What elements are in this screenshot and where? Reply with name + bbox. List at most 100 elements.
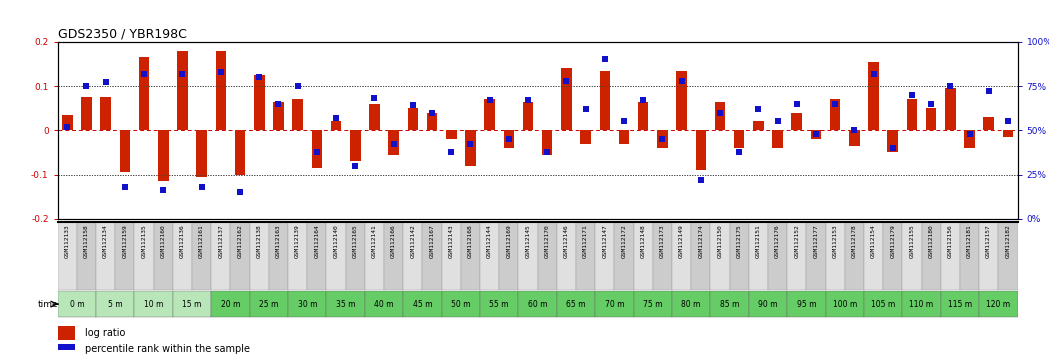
Bar [557,222,576,290]
Point [635,97,651,103]
Bar [465,130,475,166]
Text: GSM112166: GSM112166 [391,224,397,258]
Bar [211,291,250,317]
Bar [446,130,456,139]
Point [135,71,152,76]
Point [827,101,843,107]
Bar [134,291,173,317]
Text: GSM112141: GSM112141 [372,224,377,258]
Bar [595,222,615,290]
Text: GSM112180: GSM112180 [928,224,934,258]
Bar [634,222,652,290]
Bar [216,51,227,130]
Point [711,110,728,115]
Text: GSM112145: GSM112145 [526,224,531,258]
Bar [365,291,403,317]
Bar [826,222,844,290]
Text: GSM112148: GSM112148 [641,224,646,258]
Bar [273,102,283,130]
Text: GSM112162: GSM112162 [237,224,242,258]
Text: 65 m: 65 m [566,299,585,309]
Text: 35 m: 35 m [336,299,356,309]
Text: GSM112173: GSM112173 [660,224,665,258]
Point [673,78,690,84]
Bar [979,291,1018,317]
Text: percentile rank within the sample: percentile rank within the sample [85,344,250,354]
Bar [350,130,361,161]
Bar [787,222,807,290]
Bar [326,291,365,317]
Point [597,57,614,62]
Point [327,115,344,121]
Point [961,131,978,137]
Bar [926,108,937,130]
Bar [58,344,74,353]
Bar [138,57,149,130]
Bar [595,291,634,317]
Text: 95 m: 95 m [796,299,816,309]
Point [59,124,76,130]
Text: GSM112154: GSM112154 [871,224,876,258]
Bar [345,222,365,290]
Bar [330,121,341,130]
Bar [522,102,533,130]
Text: 105 m: 105 m [871,299,895,309]
Text: GSM112168: GSM112168 [468,224,473,258]
Text: 5 m: 5 m [108,299,123,309]
Text: 10 m: 10 m [144,299,164,309]
Text: GSM112179: GSM112179 [891,224,895,258]
Bar [887,130,898,152]
Bar [964,130,975,148]
Point [923,101,940,107]
Text: 100 m: 100 m [833,299,857,309]
Point [155,188,172,193]
Bar [403,291,442,317]
Bar [864,222,883,290]
Text: GSM112167: GSM112167 [429,224,434,258]
Text: 115 m: 115 m [948,299,972,309]
Bar [288,222,307,290]
Bar [600,70,611,130]
Bar [960,222,979,290]
Bar [480,222,499,290]
Bar [461,222,480,290]
Point [385,142,402,147]
Text: 45 m: 45 m [412,299,432,309]
Point [539,149,556,154]
Bar [749,222,768,290]
Text: 55 m: 55 m [490,299,509,309]
Point [98,80,114,85]
Text: GSM112182: GSM112182 [1005,224,1010,258]
Bar [518,291,557,317]
Point [845,127,862,133]
Bar [677,70,687,130]
Bar [288,291,326,317]
Text: 15 m: 15 m [183,299,201,309]
Bar [542,130,553,155]
Point [789,101,806,107]
Point [519,97,536,103]
Text: GSM112176: GSM112176 [775,224,780,258]
Bar [423,222,442,290]
Point [366,96,383,101]
Text: GSM112158: GSM112158 [84,224,89,258]
Bar [657,130,667,148]
Bar [504,130,514,148]
Bar [634,291,672,317]
Bar [830,99,840,130]
Text: GSM112139: GSM112139 [295,224,300,258]
Bar [864,291,902,317]
Text: 90 m: 90 m [758,299,777,309]
Text: GSM112149: GSM112149 [679,224,684,258]
Bar [849,130,859,146]
Bar [485,99,495,130]
Bar [906,99,917,130]
Text: GSM112160: GSM112160 [160,224,166,258]
Bar [231,222,250,290]
Text: GSM112169: GSM112169 [507,224,511,258]
Text: 85 m: 85 m [720,299,740,309]
Bar [945,88,956,130]
Text: 70 m: 70 m [604,299,624,309]
Text: 0 m: 0 m [69,299,84,309]
Bar [1003,130,1013,137]
